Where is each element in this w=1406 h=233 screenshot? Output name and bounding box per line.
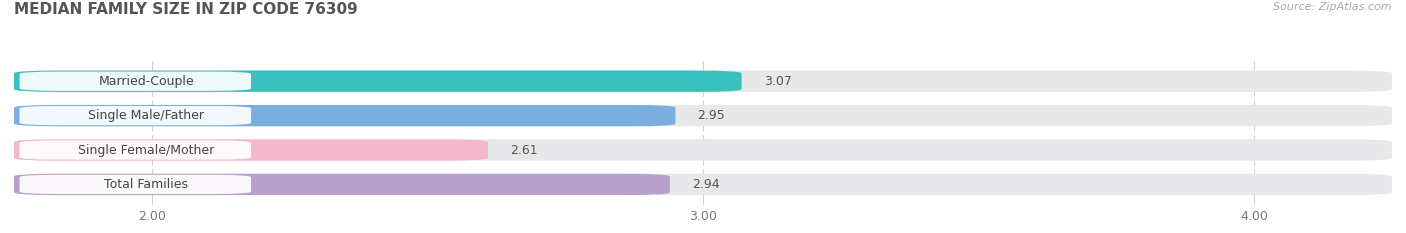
FancyBboxPatch shape xyxy=(14,105,675,126)
Text: 2.61: 2.61 xyxy=(510,144,537,157)
FancyBboxPatch shape xyxy=(14,139,1392,161)
Text: Single Female/Mother: Single Female/Mother xyxy=(79,144,215,157)
FancyBboxPatch shape xyxy=(14,71,1392,92)
FancyBboxPatch shape xyxy=(14,174,669,195)
Text: 3.07: 3.07 xyxy=(763,75,792,88)
FancyBboxPatch shape xyxy=(20,175,252,194)
FancyBboxPatch shape xyxy=(14,139,488,161)
Text: 2.95: 2.95 xyxy=(697,109,725,122)
Text: Source: ZipAtlas.com: Source: ZipAtlas.com xyxy=(1274,2,1392,12)
FancyBboxPatch shape xyxy=(20,72,252,91)
Text: Married-Couple: Married-Couple xyxy=(98,75,194,88)
Text: 2.94: 2.94 xyxy=(692,178,720,191)
Text: MEDIAN FAMILY SIZE IN ZIP CODE 76309: MEDIAN FAMILY SIZE IN ZIP CODE 76309 xyxy=(14,2,357,17)
FancyBboxPatch shape xyxy=(14,71,741,92)
FancyBboxPatch shape xyxy=(14,174,1392,195)
FancyBboxPatch shape xyxy=(14,105,1392,126)
Text: Total Families: Total Families xyxy=(104,178,188,191)
Text: Single Male/Father: Single Male/Father xyxy=(89,109,204,122)
FancyBboxPatch shape xyxy=(20,106,252,125)
FancyBboxPatch shape xyxy=(20,140,252,160)
